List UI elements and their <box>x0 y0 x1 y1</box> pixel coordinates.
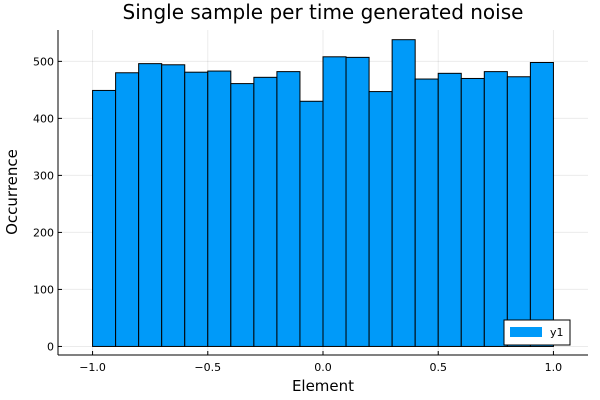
histogram-bar <box>322 56 347 347</box>
histogram-bar <box>161 64 186 347</box>
histogram-bar <box>230 83 255 347</box>
x-tick-label: 0.5 <box>429 361 447 374</box>
histogram-bar <box>529 62 554 347</box>
x-tick-label: −0.5 <box>194 361 221 374</box>
histogram-bar <box>345 56 370 347</box>
y-axis-label: Occurrence <box>3 149 21 235</box>
y-tick-label: 100 <box>33 283 54 296</box>
histogram-bar <box>115 72 140 347</box>
x-axis-label: Element <box>292 377 354 395</box>
histogram-bar <box>253 76 278 347</box>
legend: y1 <box>503 319 571 346</box>
bars <box>92 39 554 347</box>
histogram-bar <box>506 76 531 347</box>
legend-swatch <box>510 327 542 337</box>
histogram-bar <box>414 78 439 347</box>
chart-title: Single sample per time generated noise <box>123 0 524 24</box>
histogram-bar <box>276 71 301 347</box>
y-tick-label: 200 <box>33 226 54 239</box>
histogram-bar <box>460 77 485 347</box>
histogram-bar <box>299 100 324 347</box>
histogram-bar <box>483 71 508 347</box>
histogram-bar <box>92 89 117 347</box>
y-tick-label: 0 <box>47 340 54 353</box>
legend-label: y1 <box>550 326 564 339</box>
histogram-bar <box>138 63 163 347</box>
x-tick-label: 1.0 <box>545 361 563 374</box>
histogram-bar <box>391 39 416 347</box>
y-tick-label: 300 <box>33 169 54 182</box>
x-tick-label: 0.0 <box>314 361 332 374</box>
histogram-bar <box>207 70 232 347</box>
histogram-bar <box>368 91 393 347</box>
histogram-bar <box>437 72 462 347</box>
y-tick-label: 400 <box>33 112 54 125</box>
x-ticks: −1.0 −0.5 0.0 0.5 1.0 <box>79 351 562 374</box>
histogram-bar <box>184 71 209 347</box>
y-ticks: 0 100 200 300 400 500 <box>33 55 62 353</box>
y-tick-label: 500 <box>33 55 54 68</box>
x-tick-label: −1.0 <box>79 361 106 374</box>
